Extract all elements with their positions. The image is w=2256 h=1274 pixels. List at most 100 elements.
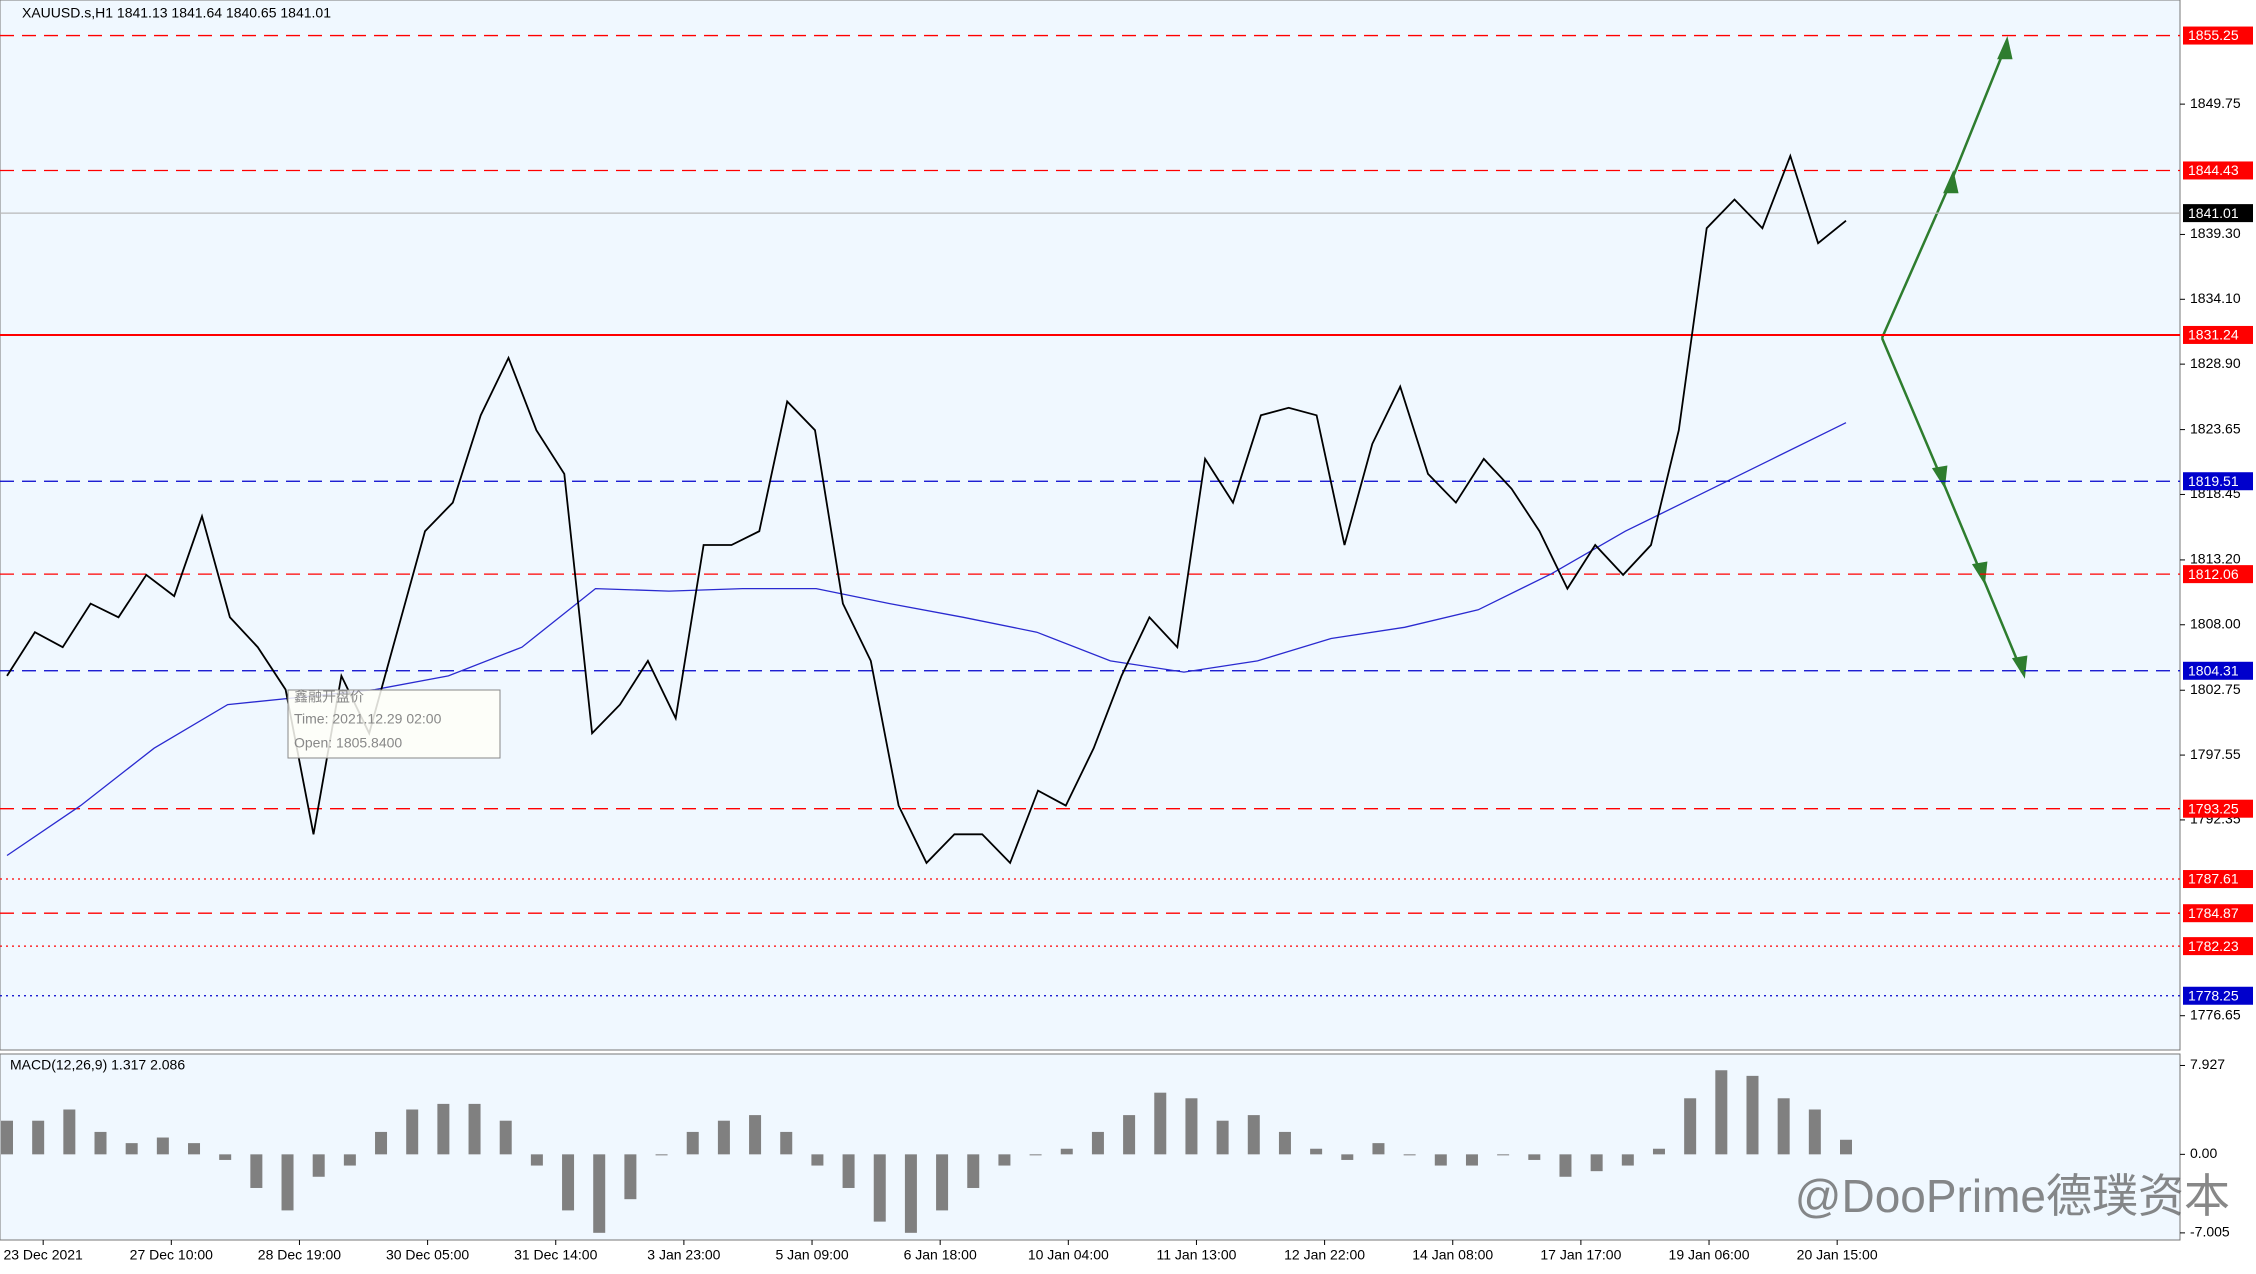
macd-bar: [593, 1154, 606, 1233]
macd-bar: [1559, 1154, 1572, 1177]
macd-bar: [655, 1154, 668, 1156]
level-label: 1804.31: [2188, 662, 2239, 678]
x-tick-label: 30 Dec 05:00: [386, 1247, 469, 1263]
main-panel: [0, 0, 2181, 1051]
macd-bar: [32, 1120, 45, 1155]
level-label: 1787.61: [2188, 871, 2239, 887]
macd-bar: [1247, 1115, 1260, 1155]
y-tick-label: 1839.30: [2190, 225, 2241, 241]
macd-bar: [936, 1154, 949, 1211]
level-label-bg: [2183, 26, 2253, 45]
level-label-bg: [2183, 904, 2253, 923]
symbol-header: XAUUSD.s,H1 1841.13 1841.64 1840.65 1841…: [22, 5, 331, 21]
macd-bar: [437, 1103, 450, 1155]
macd-bar: [188, 1143, 201, 1155]
macd-bar: [1123, 1115, 1136, 1155]
macd-bar: [219, 1154, 232, 1160]
macd-bar: [468, 1103, 481, 1155]
macd-bar: [562, 1154, 575, 1211]
macd-bar: [343, 1154, 356, 1166]
level-label-bg: [2183, 937, 2253, 956]
level-label: 1778.25: [2188, 987, 2239, 1003]
level-label-bg: [2183, 161, 2253, 180]
y-tick-label: 1828.90: [2190, 355, 2241, 371]
macd-bar: [1154, 1092, 1167, 1155]
macd-bar: [811, 1154, 824, 1166]
macd-bar: [1621, 1154, 1634, 1166]
macd-bar: [624, 1154, 637, 1200]
level-label: 1841.01: [2188, 205, 2239, 221]
level-label-bg: [2183, 870, 2253, 889]
x-tick-label: 10 Jan 04:00: [1028, 1247, 1109, 1263]
macd-bar: [1590, 1154, 1603, 1172]
macd-bar: [749, 1115, 762, 1155]
macd-bar: [1, 1120, 13, 1155]
macd-bar: [94, 1131, 107, 1155]
level-label-bg: [2183, 986, 2253, 1005]
x-tick-label: 19 Jan 06:00: [1669, 1247, 1750, 1263]
macd-bar: [1216, 1120, 1229, 1155]
macd-bar: [1746, 1075, 1759, 1155]
macd-tick-label: 0.00: [2190, 1145, 2217, 1161]
y-tick-label: 1813.20: [2190, 551, 2241, 567]
macd-bar: [1060, 1148, 1073, 1155]
macd-bar: [717, 1120, 730, 1155]
macd-bar: [1185, 1098, 1198, 1155]
macd-bar: [842, 1154, 855, 1188]
macd-bar: [1029, 1154, 1042, 1156]
level-label-bg: [2183, 472, 2253, 491]
macd-bar: [1715, 1070, 1728, 1155]
macd-bar: [156, 1137, 169, 1155]
macd-bar: [1310, 1148, 1323, 1155]
tooltip-line: Time: 2021.12.29 02:00: [294, 711, 442, 727]
macd-bar: [406, 1109, 419, 1155]
macd-bar: [686, 1131, 699, 1155]
level-label: 1812.06: [2188, 566, 2239, 582]
level-label: 1844.43: [2188, 162, 2239, 178]
forecast-arrows: [1880, 36, 2028, 679]
y-tick-label: 1776.65: [2190, 1006, 2241, 1022]
x-tick-label: 6 Jan 18:00: [904, 1247, 977, 1263]
macd-tick-label: 7.927: [2190, 1056, 2225, 1072]
x-tick-label: 17 Jan 17:00: [1540, 1247, 1621, 1263]
macd-bar: [63, 1109, 76, 1155]
x-tick-label: 12 Jan 22:00: [1284, 1247, 1365, 1263]
macd-bar: [281, 1154, 294, 1211]
x-tick-label: 11 Jan 13:00: [1156, 1247, 1236, 1263]
level-label-bg: [2183, 204, 2253, 223]
level-label: 1784.87: [2188, 905, 2239, 921]
macd-bar: [1777, 1098, 1790, 1155]
level-label: 1819.51: [2188, 473, 2239, 489]
level-label-bg: [2183, 661, 2253, 680]
macd-bar: [1434, 1154, 1447, 1166]
macd-bar: [1840, 1139, 1852, 1155]
x-tick-label: 20 Jan 15:00: [1797, 1247, 1878, 1263]
macd-tick-label: -7.005: [2190, 1224, 2230, 1240]
x-tick-label: 14 Jan 08:00: [1412, 1247, 1493, 1263]
level-label-bg: [2183, 325, 2253, 344]
level-label-bg: [2183, 565, 2253, 584]
watermark: @DooPrime德璞资本: [1795, 1170, 2230, 1222]
macd-bar: [1497, 1154, 1510, 1156]
level-label: 1855.25: [2188, 27, 2239, 43]
macd-bar: [1372, 1143, 1385, 1155]
y-tick-label: 1823.65: [2190, 420, 2241, 436]
macd-bar: [1652, 1148, 1665, 1155]
macd-bar: [1091, 1131, 1104, 1155]
tooltip: 鑫融开盘价 Time: 2021.12.29 02:00 Open: 1805.…: [287, 689, 501, 759]
macd-bar: [1341, 1154, 1354, 1160]
macd-bar: [499, 1120, 512, 1155]
tooltip-line: Open: 1805.8400: [294, 735, 402, 751]
macd-bar: [1684, 1098, 1697, 1155]
level-label-bg: [2183, 799, 2253, 818]
macd-bar: [530, 1154, 543, 1166]
level-label: 1782.23: [2188, 938, 2239, 954]
macd-bar: [250, 1154, 263, 1188]
x-tick-label: 28 Dec 19:00: [258, 1247, 341, 1263]
tooltip-line: 鑫融开盘价: [294, 689, 364, 705]
x-tick-label: 5 Jan 09:00: [775, 1247, 848, 1263]
level-label: 1831.24: [2188, 327, 2239, 343]
y-tick-label: 1849.75: [2190, 95, 2241, 111]
price-line: [6, 153, 1847, 865]
